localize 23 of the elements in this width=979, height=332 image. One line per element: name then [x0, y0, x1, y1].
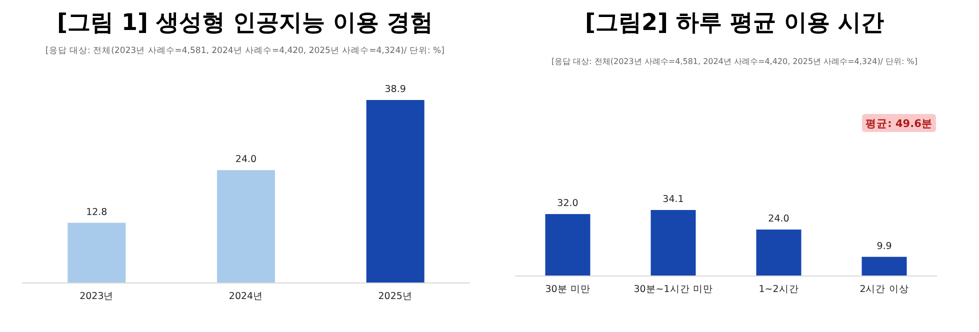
- x-tick-label: 1~2시간: [758, 284, 799, 295]
- x-tick-label: 2시간 이상: [860, 284, 909, 295]
- data-label: 38.9: [384, 84, 406, 95]
- data-label: 32.0: [557, 198, 578, 210]
- bar: [862, 256, 907, 276]
- chart-subtitle: [응답 대상: 전체(2023년 사례수=4,581, 2024년 사례수=4,420, 2025년 사례수=4,324)/ 단위: %]: [46, 46, 444, 56]
- bar: [545, 214, 590, 276]
- chart-subtitle: [응답 대상: 전체(2023년 사례수=4,581, 2024년 사례수=4,420, 2025년 사례수=4,324)/ 단위: %]: [551, 57, 918, 66]
- x-tick-label: 30분~1시간 미만: [634, 284, 713, 295]
- text: 평균: 49.6분: [866, 118, 932, 130]
- chart-title: [그림 1] 생성형 인공지능 이용 경험: [56, 10, 434, 36]
- chart-title: [그림2] 하루 평균 이용 시간: [584, 10, 884, 36]
- data-label: 12.8: [86, 206, 108, 218]
- data-label: 24.0: [235, 154, 257, 166]
- data-label: 24.0: [768, 214, 790, 225]
- x-tick-label: 2024년: [228, 291, 264, 302]
- x-tick-label: 2025년: [378, 291, 412, 302]
- data-label: 9.9: [876, 240, 892, 252]
- bar: [756, 230, 802, 276]
- x-tick-label: 2023년: [80, 291, 114, 302]
- bar: [650, 210, 696, 276]
- data-label: 34.1: [662, 194, 684, 205]
- x-tick-label: 30분 미만: [545, 284, 590, 295]
